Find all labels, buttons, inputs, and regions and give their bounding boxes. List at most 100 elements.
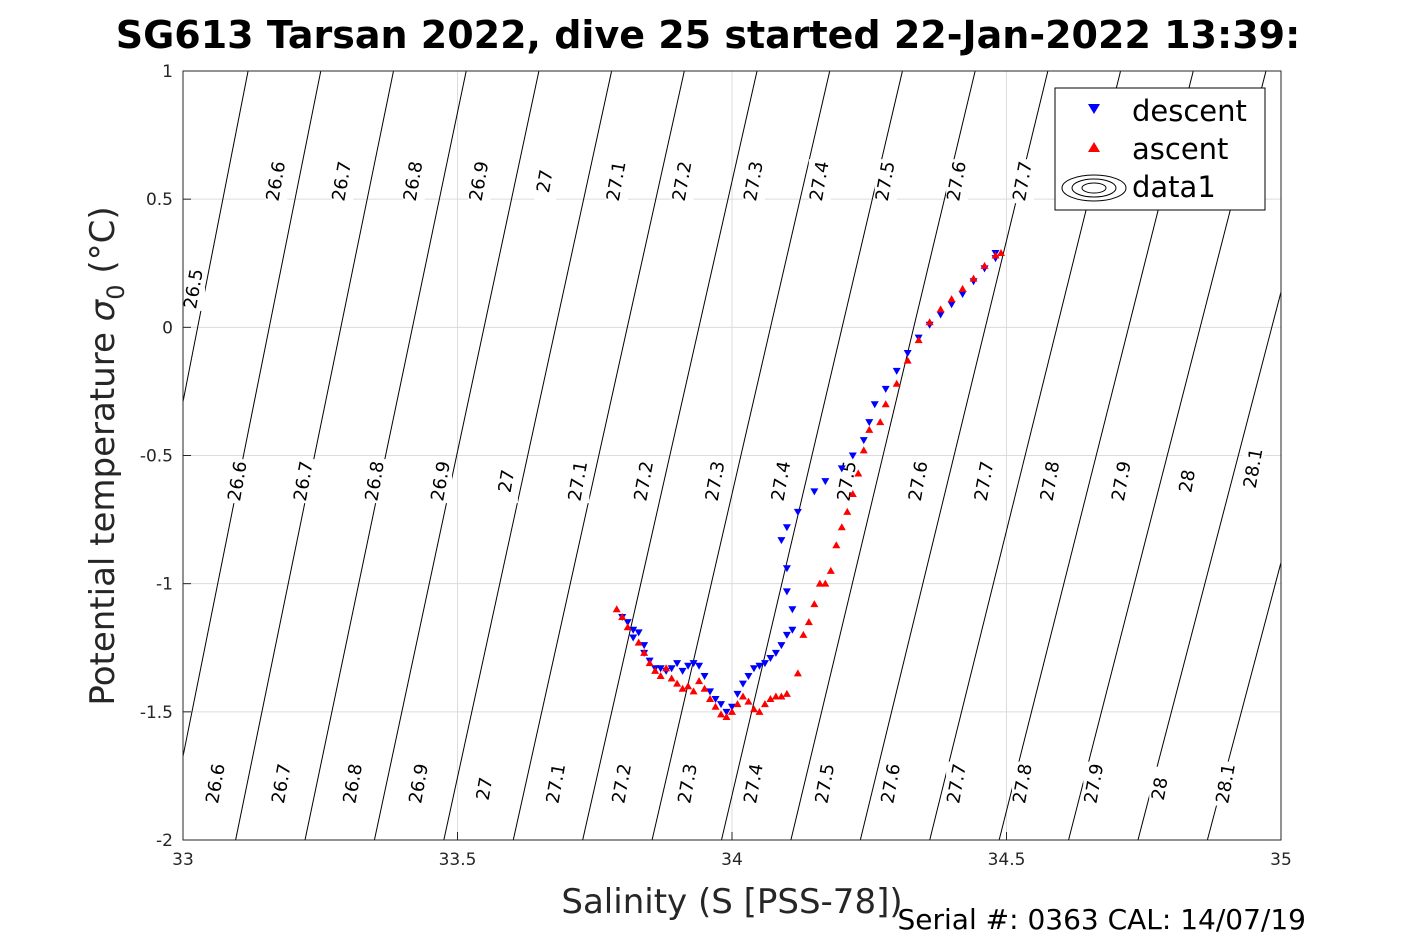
ascent-point bbox=[865, 425, 874, 433]
descent-point bbox=[777, 642, 786, 650]
ascent-point bbox=[843, 507, 852, 515]
descent-point bbox=[782, 524, 791, 532]
ascent-point bbox=[678, 684, 687, 692]
ascent-point bbox=[656, 671, 665, 679]
contour-label-bg bbox=[473, 766, 496, 811]
isopycnal-line bbox=[512, 71, 685, 840]
ascent-point bbox=[892, 379, 901, 387]
contour-label-bg bbox=[633, 459, 656, 504]
ascent-point bbox=[755, 707, 764, 715]
descent-point bbox=[722, 708, 731, 716]
descent-point bbox=[728, 703, 736, 711]
ascent-point bbox=[837, 523, 846, 531]
ascent-point bbox=[881, 400, 890, 408]
contour-label-bg bbox=[265, 159, 288, 204]
ascent-point bbox=[936, 305, 945, 313]
ascent-point bbox=[815, 579, 824, 587]
ascent-point bbox=[640, 648, 649, 656]
descent-point bbox=[788, 626, 797, 634]
contour-label-bg bbox=[1215, 761, 1238, 806]
descent-point bbox=[870, 401, 879, 409]
y-tick-label: -1 bbox=[156, 575, 173, 595]
descent-point bbox=[623, 619, 632, 627]
contour-label-bg bbox=[204, 761, 227, 806]
legend-ascent-label: ascent bbox=[1132, 132, 1228, 166]
descent-point bbox=[766, 655, 775, 663]
contour-label-bg bbox=[402, 159, 425, 204]
descent-point bbox=[706, 688, 715, 696]
contour-label-bg bbox=[880, 761, 903, 806]
ascent-point bbox=[771, 692, 780, 700]
descent-point bbox=[821, 478, 830, 486]
ascent-point bbox=[623, 623, 632, 631]
x-tick-label: 33.5 bbox=[439, 850, 477, 870]
contour-label-bg bbox=[270, 761, 293, 806]
ascent-point bbox=[804, 618, 813, 626]
ascent-point bbox=[777, 692, 786, 700]
descent-point bbox=[892, 367, 901, 375]
descent-point bbox=[738, 680, 747, 688]
ascent-point bbox=[711, 702, 720, 710]
descent-point bbox=[749, 665, 758, 673]
descent-point bbox=[788, 606, 797, 614]
descent-point bbox=[755, 662, 764, 670]
y-tick-label: 0 bbox=[162, 318, 173, 338]
descent-point bbox=[711, 696, 720, 704]
contour-label-bg bbox=[874, 159, 897, 204]
ascent-point bbox=[673, 679, 682, 687]
contour-label-bg bbox=[1176, 459, 1199, 504]
contour-label-bg bbox=[468, 159, 491, 204]
descent-point bbox=[634, 629, 643, 637]
contour-label: 28 bbox=[1175, 468, 1200, 494]
descent-point bbox=[958, 291, 967, 299]
isopycnal-line bbox=[183, 71, 249, 405]
isopycnal-line bbox=[183, 71, 322, 759]
contour-label-bg bbox=[814, 761, 837, 806]
y-tick-label: -2 bbox=[156, 831, 173, 851]
contour-label: 27 bbox=[533, 168, 558, 194]
ascent-point bbox=[793, 669, 802, 677]
ascent-point bbox=[848, 489, 857, 497]
descent-point bbox=[656, 665, 665, 673]
contour-label-bg bbox=[742, 761, 765, 806]
ascent-point bbox=[695, 677, 704, 685]
isopycnal-line bbox=[443, 71, 613, 840]
ascent-point bbox=[667, 674, 676, 682]
contour-label-bg bbox=[973, 459, 996, 504]
ascent-point bbox=[662, 664, 671, 672]
ascent-point bbox=[612, 605, 621, 613]
ascent-point bbox=[925, 318, 934, 326]
x-tick-label: 34 bbox=[721, 850, 743, 870]
contour-label-bg bbox=[611, 761, 634, 806]
contour-label-bg bbox=[946, 761, 969, 806]
contour-label-bg bbox=[331, 159, 354, 204]
contour-label-bg bbox=[342, 761, 365, 806]
y-tick-label: -1.5 bbox=[140, 703, 173, 723]
legend-ascent-marker bbox=[1088, 142, 1100, 152]
contour-label-bg bbox=[408, 761, 431, 806]
ascent-point bbox=[651, 666, 660, 674]
descent-point bbox=[695, 662, 704, 670]
descent-point bbox=[782, 565, 791, 573]
ascent-point bbox=[854, 469, 863, 477]
ascent-point bbox=[618, 612, 627, 620]
isopycnal-line bbox=[373, 71, 540, 840]
isopycnal-line bbox=[1206, 560, 1281, 840]
ascent-point bbox=[722, 712, 731, 720]
descent-point bbox=[717, 701, 726, 709]
x-tick-label: 33 bbox=[172, 850, 194, 870]
descent-point bbox=[848, 452, 857, 460]
ascent-point bbox=[810, 600, 819, 608]
descent-point bbox=[678, 667, 687, 675]
ascent-point bbox=[980, 261, 989, 269]
legend-descent-label: descent bbox=[1132, 94, 1247, 128]
legend-data1-label: data1 bbox=[1132, 170, 1216, 204]
ascent-point bbox=[914, 336, 923, 344]
contour-label-bg bbox=[292, 459, 315, 504]
contour-label-bg bbox=[1083, 761, 1106, 806]
descent-point bbox=[760, 660, 769, 668]
descent-point bbox=[837, 465, 846, 473]
contour-label-bg bbox=[567, 459, 590, 504]
contour-label-bg bbox=[742, 159, 765, 204]
